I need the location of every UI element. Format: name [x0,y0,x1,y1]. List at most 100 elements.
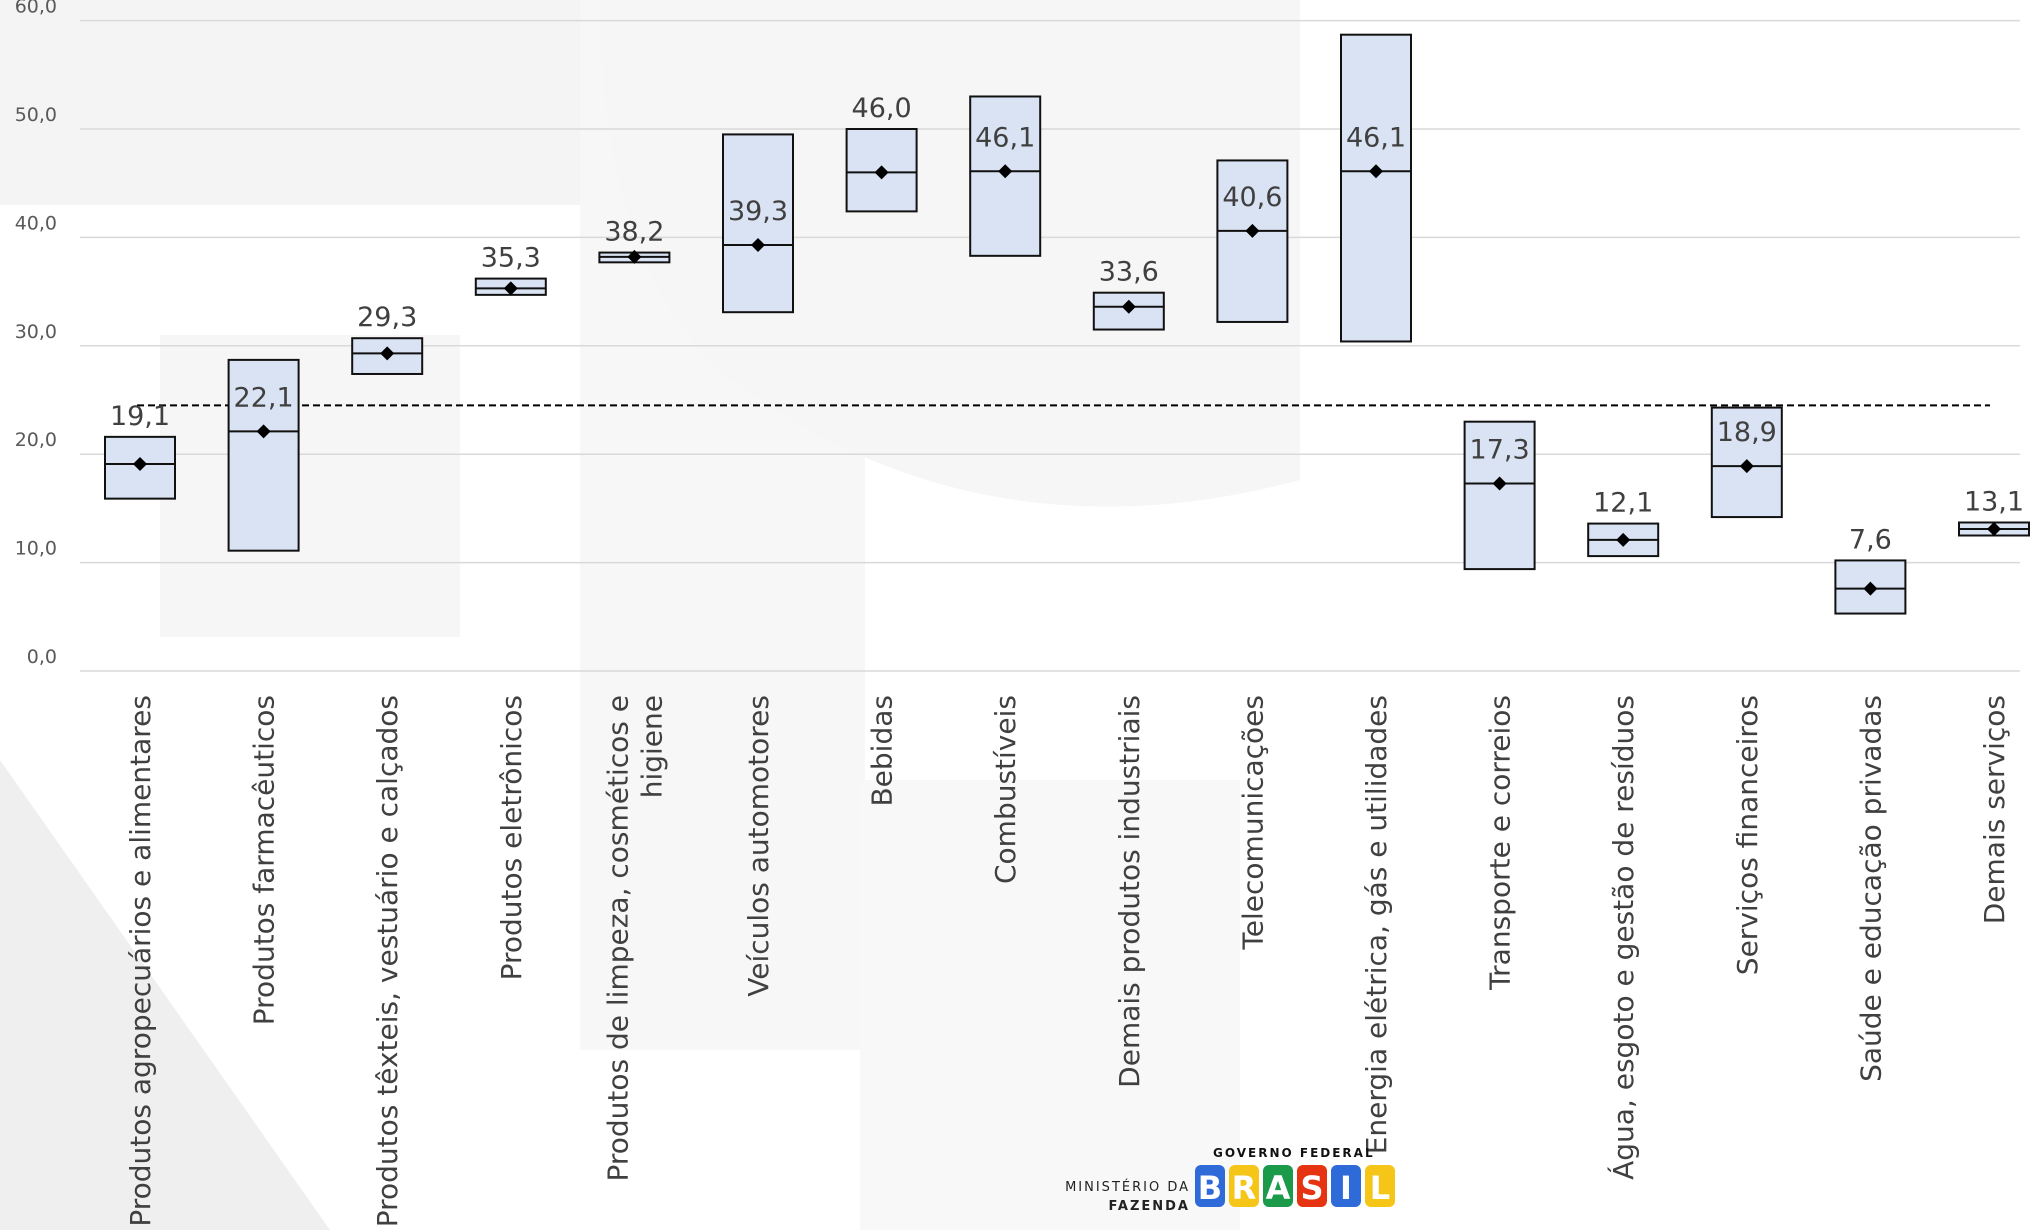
value-marker [874,165,889,180]
y-tick-label: 30,0 [15,321,57,343]
box [845,128,918,213]
category-label: Telecomunicações [1236,695,1269,951]
value-marker [751,237,765,252]
data-label: 18,9 [1717,417,1777,448]
value-marker [503,281,518,296]
category-label: Energia elétrica, gás e utilidades [1360,695,1393,1154]
value-marker [1245,223,1260,238]
value-marker [256,424,271,439]
y-tick-label: 50,0 [15,104,57,126]
box-item [104,435,176,500]
data-label: 13,1 [1964,486,2024,517]
value-marker [1121,299,1136,314]
data-label: 46,1 [1346,122,1406,153]
category-label: Combustíveis [989,695,1022,884]
data-labels: 19,1 22,1 29,3 35,3 38,2 39,3 46,0 46,1 33,6 40,6… [110,93,2024,555]
box [1340,33,1412,343]
category-label: Produtos eletrônicos [495,695,528,980]
box-item [969,95,1042,257]
category-label: Água, esgoto e gestão de resíduos [1606,695,1640,1180]
box-item [1834,559,1907,615]
category-label: Saúde e educação privadas [1854,695,1887,1082]
y-tick-label: 60,0 [15,0,57,18]
box-item [1710,406,1783,519]
data-label: 46,1 [975,122,1035,153]
box-item [1092,291,1165,331]
data-label: 7,6 [1849,524,1892,555]
boxes [104,33,2030,615]
box-item [1587,522,1660,558]
value-marker [133,456,147,471]
brand-letter: L [1370,1169,1390,1207]
box-item [227,358,300,552]
data-label: 46,0 [852,93,912,124]
box-item [1463,420,1536,571]
box-item [1340,33,1412,343]
ministry-logo-text: MINISTÉRIO DA FAZENDA [1065,1178,1190,1216]
y-tick-label: 10,0 [15,538,57,560]
brand-letter: S [1300,1169,1323,1207]
brand-letter: R [1232,1169,1257,1207]
brand-letter: A [1266,1169,1291,1207]
value-marker [1492,476,1507,491]
box-item [474,277,547,296]
category-label: higiene [635,695,668,798]
value-marker [627,249,642,264]
brand-block [1365,1165,1395,1207]
value-marker [1616,532,1631,547]
box [1463,420,1536,571]
data-label: 35,3 [481,243,541,274]
gov-label: GOVERNO FEDERAL [1213,1146,1375,1160]
data-label: 39,3 [728,196,788,227]
category-labels: Produtos agropecuários e alimentares Prod… [124,695,2011,1227]
y-tick-label: 40,0 [15,212,57,234]
category-label: Demais produtos industriais [1113,695,1146,1088]
value-marker [380,346,395,361]
category-label: Transporte e correios [1484,695,1517,991]
category-label: Produtos têxteis, vestuário e calçados [371,695,404,1227]
box [351,337,424,375]
value-marker [1369,164,1383,179]
box-item [1216,159,1289,323]
value-marker [998,164,1013,179]
brand-block [1195,1165,1225,1207]
data-label: 40,6 [1222,182,1282,213]
box [227,358,300,552]
category-label: Veículos automotores [742,695,775,997]
y-tick-label: 0,0 [27,646,57,668]
category-label: Bebidas [866,695,899,807]
brand-letter: I [1340,1169,1352,1207]
brand-block [1331,1165,1361,1207]
value-marker [1987,521,2001,536]
box-item [1958,521,2030,537]
category-label: Serviços financeiros [1731,695,1764,975]
data-label: 38,2 [604,217,664,248]
box-item [598,249,671,264]
brand-letter: B [1198,1169,1222,1207]
data-label: 33,6 [1099,257,1159,288]
data-label: 17,3 [1470,434,1530,465]
y-tick-label: 20,0 [15,429,57,451]
value-marker [1739,459,1754,474]
data-label: 19,1 [110,401,170,432]
brand-block [1297,1165,1327,1207]
category-label: Demais serviços [1978,695,2011,924]
brand-block [1229,1165,1259,1207]
ministry-line1: MINISTÉRIO DA [1065,1180,1190,1195]
data-label: 29,3 [357,302,417,333]
ministry-line2: FAZENDA [1108,1199,1190,1214]
data-label: 22,1 [234,382,294,413]
box-item [722,133,794,314]
box [722,133,794,314]
box [1216,159,1289,323]
value-marker [1863,581,1878,596]
y-axis-ticks: 0,0 10,0 20,0 30,0 40,0 50,0 60,0 [15,0,57,668]
data-label: 12,1 [1593,488,1653,519]
brand-block [1263,1165,1293,1207]
category-label: Produtos agropecuários e alimentares [124,695,157,1227]
category-label: Produtos farmacêuticos [248,695,281,1025]
